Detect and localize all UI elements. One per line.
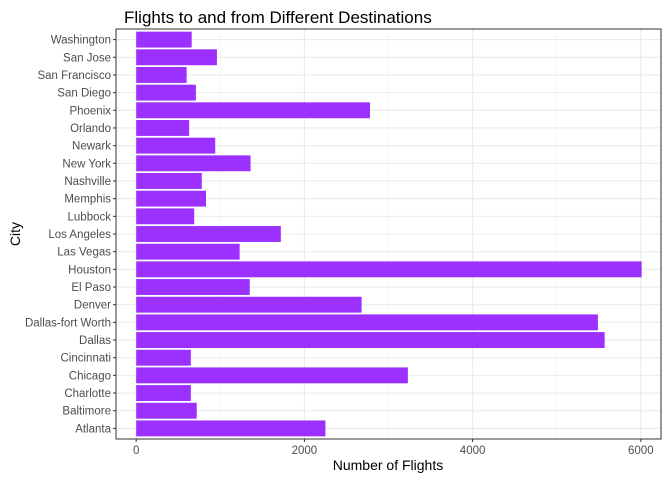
bar-nashville xyxy=(136,173,202,189)
bar-denver xyxy=(136,296,362,313)
bar-lubbock xyxy=(136,208,195,225)
y-tick-label: San Francisco xyxy=(37,70,111,82)
bar-houston xyxy=(136,261,642,278)
chart-title: Flights to and from Different Destinatio… xyxy=(124,8,432,27)
x-tick-label: 6000 xyxy=(628,445,654,457)
y-tick-label: Cincinnati xyxy=(61,353,112,365)
bars xyxy=(136,31,642,437)
x-tick-label: 4000 xyxy=(460,445,486,457)
bar-dallas-fort-worth xyxy=(136,314,598,331)
y-tick-label: Chicago xyxy=(69,370,111,382)
y-tick-label: Lubbock xyxy=(68,211,112,223)
bar-charlotte xyxy=(136,385,191,402)
bar-san-diego xyxy=(136,84,196,101)
y-tick-label: Charlotte xyxy=(64,388,111,400)
bar-las-vegas xyxy=(136,243,240,260)
y-tick-label: Orlando xyxy=(70,123,111,135)
bar-washington xyxy=(136,31,192,48)
y-tick-label: Memphis xyxy=(64,194,111,206)
y-tick-label: Nashville xyxy=(64,176,111,188)
bar-orlando xyxy=(136,120,190,136)
bar-baltimore xyxy=(136,402,197,419)
bar-memphis xyxy=(136,190,206,207)
bar-atlanta xyxy=(136,420,326,437)
bar-el-paso xyxy=(136,279,250,295)
y-tick-label: Newark xyxy=(72,141,111,153)
y-tick-label: San Jose xyxy=(63,52,111,64)
y-tick-label: Los Angeles xyxy=(48,229,111,241)
y-tick-label: Denver xyxy=(74,300,111,312)
x-tick-label: 2000 xyxy=(292,445,318,457)
bar-los-angeles xyxy=(136,226,281,242)
bar-san-jose xyxy=(136,49,217,66)
y-tick-labels: Washington San Jose San Francisco San Diego… xyxy=(25,35,112,436)
bar-phoenix xyxy=(136,102,370,119)
x-tick-label: 0 xyxy=(133,445,139,457)
y-tick-label: Las Vegas xyxy=(57,247,111,259)
y-tick-label: San Diego xyxy=(57,88,111,100)
bar-san-francisco xyxy=(136,66,187,83)
bar-cincinnati xyxy=(136,349,191,366)
bar-newark xyxy=(136,137,216,154)
y-tick-label: Washington xyxy=(51,35,111,47)
bar-chicago xyxy=(136,367,408,384)
y-tick-label: Dallas-fort Worth xyxy=(25,317,111,329)
y-tick-label: El Paso xyxy=(71,282,111,294)
y-tick-label: Dallas xyxy=(79,335,111,347)
bar-dallas xyxy=(136,332,605,348)
y-tick-label: Baltimore xyxy=(62,406,111,418)
y-tick-label: New York xyxy=(62,158,111,170)
y-tick-label: Atlanta xyxy=(75,423,111,435)
x-axis-title: Number of Flights xyxy=(333,457,443,473)
tick-marks xyxy=(113,39,642,442)
y-tick-label: Phoenix xyxy=(69,105,111,117)
y-tick-label: Houston xyxy=(68,264,111,276)
y-axis-title: City xyxy=(7,222,23,246)
x-tick-labels: 0 2000 4000 6000 xyxy=(133,445,654,457)
bar-new-york xyxy=(136,155,251,172)
